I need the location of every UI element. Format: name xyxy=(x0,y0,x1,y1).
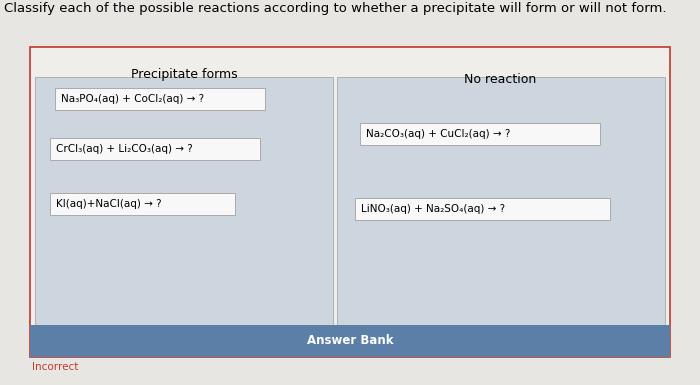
Text: No reaction: No reaction xyxy=(464,73,536,86)
Text: Na₂CO₃(aq) + CuCl₂(aq) → ?: Na₂CO₃(aq) + CuCl₂(aq) → ? xyxy=(366,129,510,139)
Text: Precipitate forms: Precipitate forms xyxy=(131,68,237,81)
FancyBboxPatch shape xyxy=(360,123,600,145)
Text: LiNO₃(aq) + Na₂SO₄(aq) → ?: LiNO₃(aq) + Na₂SO₄(aq) → ? xyxy=(361,204,505,214)
FancyBboxPatch shape xyxy=(355,198,610,220)
FancyBboxPatch shape xyxy=(30,47,670,357)
Text: Incorrect: Incorrect xyxy=(32,362,78,372)
Text: Classify each of the possible reactions according to whether a precipitate will : Classify each of the possible reactions … xyxy=(4,2,666,15)
FancyBboxPatch shape xyxy=(55,88,265,110)
FancyBboxPatch shape xyxy=(35,77,333,327)
FancyBboxPatch shape xyxy=(50,193,235,215)
FancyBboxPatch shape xyxy=(50,138,260,160)
FancyBboxPatch shape xyxy=(337,77,665,327)
Text: Answer Bank: Answer Bank xyxy=(307,335,393,348)
Text: Na₃PO₄(aq) + CoCl₂(aq) → ?: Na₃PO₄(aq) + CoCl₂(aq) → ? xyxy=(61,94,204,104)
Text: KI(aq)+NaCl(aq) → ?: KI(aq)+NaCl(aq) → ? xyxy=(56,199,162,209)
Text: CrCl₃(aq) + Li₂CO₃(aq) → ?: CrCl₃(aq) + Li₂CO₃(aq) → ? xyxy=(56,144,192,154)
FancyBboxPatch shape xyxy=(30,325,670,357)
